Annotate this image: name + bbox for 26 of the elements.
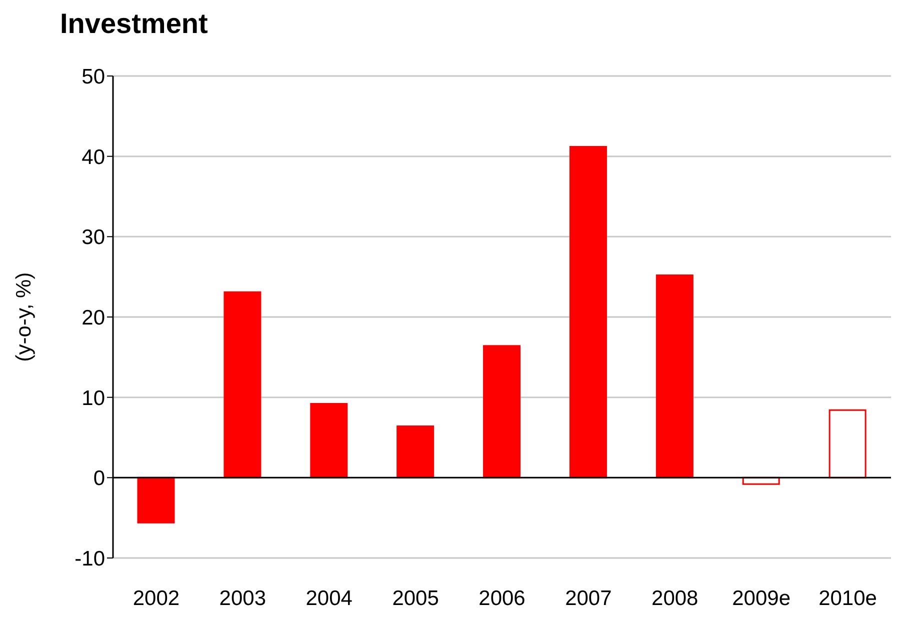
- bar: [224, 291, 262, 478]
- bar: [137, 476, 175, 524]
- bar: [828, 409, 866, 478]
- bar: [569, 146, 607, 478]
- y-tick-label: 10: [82, 386, 105, 410]
- chart-title: Investment: [60, 8, 209, 41]
- y-tick-label: 40: [82, 146, 105, 169]
- x-tick-label: 2009e: [732, 586, 791, 610]
- x-tick-label: 2006: [478, 586, 526, 610]
- bar: [396, 426, 434, 478]
- bar: [656, 274, 694, 478]
- y-tick-label: 30: [82, 226, 105, 250]
- bar: [310, 403, 348, 478]
- x-tick-label: 2003: [219, 586, 266, 610]
- x-tick-label: 2010e: [818, 586, 877, 610]
- bar: [483, 345, 521, 478]
- x-tick-label: 2004: [306, 586, 353, 610]
- x-tick-label: 2008: [652, 586, 698, 610]
- y-tick-label: -10: [74, 547, 105, 570]
- y-tick-label: 0: [93, 467, 105, 490]
- x-tick-label: 2007: [565, 586, 612, 610]
- y-tick-label: 50: [82, 65, 105, 88]
- x-tick-label: 2002: [132, 586, 180, 610]
- x-tick-label: 2005: [392, 586, 439, 610]
- y-axis-title: (y-o-y, %): [12, 272, 36, 362]
- y-tick-label: 20: [82, 306, 105, 330]
